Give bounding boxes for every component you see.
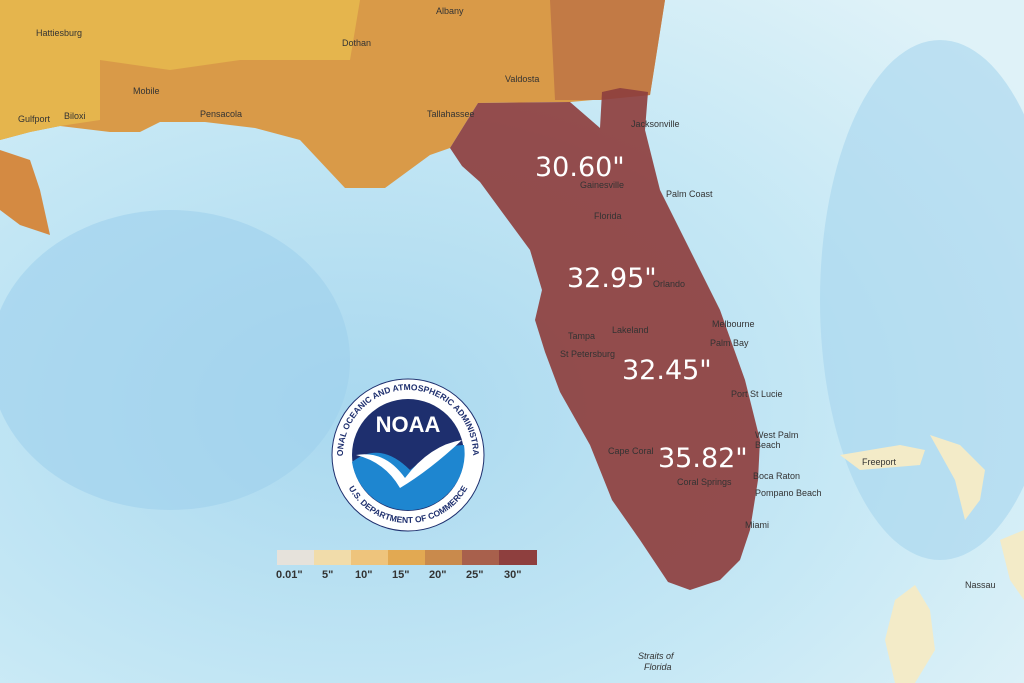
place-label: Florida <box>644 662 672 672</box>
place-label: Cape Coral <box>608 446 654 456</box>
land-region <box>0 0 360 140</box>
legend-label: 5" <box>322 569 333 581</box>
legend-swatch <box>314 550 351 565</box>
place-label: Straits of <box>638 651 675 661</box>
legend-swatch <box>499 550 537 565</box>
legend-label: 15" <box>392 569 409 581</box>
place-label: Tampa <box>568 331 595 341</box>
rainfall-label: 35.82" <box>658 443 748 474</box>
place-label: Gainesville <box>580 180 624 190</box>
island <box>840 445 925 470</box>
land-region <box>550 0 665 100</box>
place-label: Gulfport <box>18 114 51 124</box>
legend-label: 25" <box>466 569 483 581</box>
legend-label: 30" <box>504 569 521 581</box>
place-label: Boca Raton <box>753 471 800 481</box>
island <box>1000 530 1024 600</box>
place-label: Palm Bay <box>710 338 749 348</box>
place-label: Jacksonville <box>631 119 680 129</box>
place-label: Tallahassee <box>427 109 475 119</box>
legend-label: 10" <box>355 569 372 581</box>
place-label: Freeport <box>862 457 897 467</box>
florida <box>450 88 760 590</box>
land-region <box>0 150 50 235</box>
rainfall-label: 32.95" <box>567 263 657 294</box>
place-label: Nassau <box>965 580 996 590</box>
place-label: St Petersburg <box>560 349 615 359</box>
logo-name: NOAA <box>376 412 441 437</box>
place-label: Orlando <box>653 279 685 289</box>
place-label: Palm Coast <box>666 189 713 199</box>
legend-swatch <box>388 550 425 565</box>
rainfall-label: 32.45" <box>622 355 712 386</box>
place-label: Florida <box>594 211 622 221</box>
place-label: West Palm <box>755 430 798 440</box>
place-label: Port St Lucie <box>731 389 783 399</box>
deep-water <box>820 40 1024 560</box>
legend: 0.01" 5" 10" 15" 20" 25" 30" <box>276 550 537 581</box>
place-label: Albany <box>436 6 464 16</box>
place-label: Hattiesburg <box>36 28 82 38</box>
place-label: Miami <box>745 520 769 530</box>
deep-water <box>0 210 350 510</box>
place-label: Biloxi <box>64 111 86 121</box>
island <box>930 435 985 520</box>
place-label: Valdosta <box>505 74 539 84</box>
place-label: Pensacola <box>200 109 242 119</box>
legend-swatch <box>277 550 314 565</box>
place-label: Coral Springs <box>677 477 732 487</box>
legend-label: 0.01" <box>276 569 303 581</box>
place-label: Lakeland <box>612 325 649 335</box>
place-label: Melbourne <box>712 319 755 329</box>
place-label: Pompano Beach <box>755 488 822 498</box>
legend-label: 20" <box>429 569 446 581</box>
place-label: Beach <box>755 440 781 450</box>
place-label: Dothan <box>342 38 371 48</box>
legend-swatch <box>462 550 499 565</box>
legend-swatch <box>425 550 462 565</box>
island <box>885 585 935 683</box>
place-label: Mobile <box>133 86 160 96</box>
legend-swatch <box>351 550 388 565</box>
rainfall-label: 30.60" <box>535 152 625 183</box>
